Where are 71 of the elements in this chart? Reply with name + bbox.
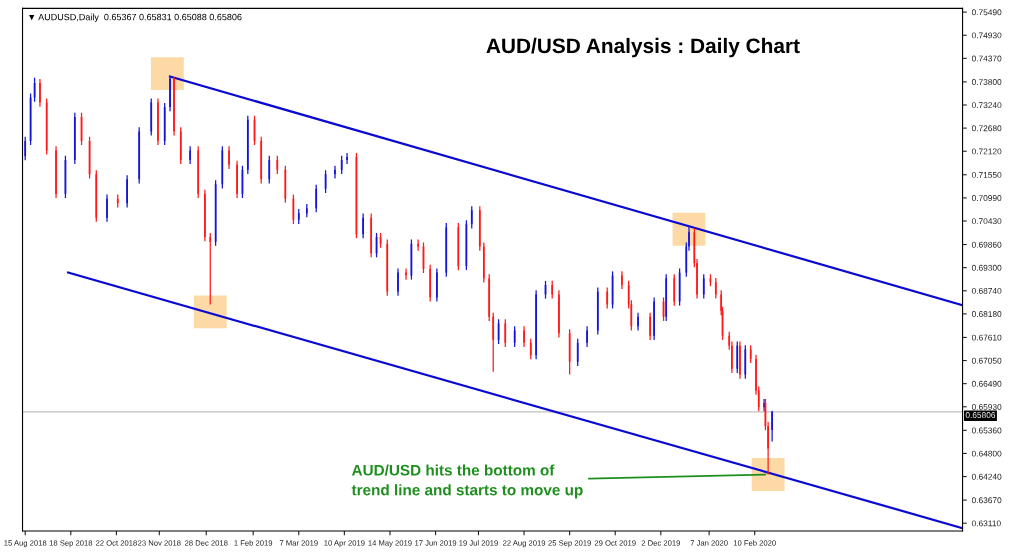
y-tick-label: 0.70990 [971, 195, 1002, 201]
candlestick [492, 312, 495, 373]
y-tick-label: 0.75490 [971, 9, 1002, 16]
y-tick-label: 0.72680 [971, 125, 1002, 132]
candlestick [529, 338, 532, 360]
candlestick [771, 410, 774, 443]
candlestick [504, 318, 507, 348]
candlestick [362, 212, 365, 239]
candlestick [106, 193, 108, 223]
y-tick-label: 0.73240 [971, 102, 1002, 109]
candlestick [315, 184, 318, 213]
text: AUD/USD Analysis : Daily Chart [486, 37, 800, 58]
candlestick [228, 145, 230, 170]
y-tick-label: 0.69860 [971, 241, 1002, 248]
candlestick [523, 325, 525, 348]
candlestick [236, 160, 238, 199]
candlestick [189, 145, 192, 165]
candlestick [24, 136, 27, 161]
y-tick-label: 0.63110 [971, 520, 1001, 527]
point [150, 57, 184, 91]
candlestick [39, 78, 41, 108]
y-tick-label: 0.64240 [971, 473, 1002, 480]
y-tick-label: 0.65360 [971, 427, 1002, 434]
y-tick-label: 0.64800 [971, 450, 1002, 457]
candlestick [55, 145, 57, 199]
y-tick-label: 0.66490 [971, 380, 1002, 387]
point [193, 295, 227, 329]
candlestick [513, 325, 516, 348]
y-tick-label: 0.67050 [971, 357, 1002, 364]
candlestick [340, 155, 343, 175]
text: ▼ AUDUSD,Daily 0.65367 0.65831 0.65088 0.65806 [29, 13, 242, 23]
candlestick [606, 286, 609, 310]
y-tick-label: 0.68180 [971, 311, 1002, 317]
candlestick [209, 232, 212, 306]
candlestick [436, 267, 438, 303]
y-tick-label: 0.74370 [971, 55, 1002, 62]
ref-line-label: 0.65806 [965, 412, 996, 419]
candlestick [637, 312, 639, 332]
y-tick-label: 0.71550 [971, 171, 1002, 178]
y-tick-label: 0.67610 [971, 334, 1002, 341]
candlestick [586, 325, 588, 348]
candlestick [268, 155, 271, 185]
y-tick-label: 0.68740 [971, 287, 1002, 294]
candlestick [470, 205, 473, 230]
y-tick-label: 0.70430 [971, 218, 1002, 225]
candlestick [173, 76, 175, 137]
candlestick [649, 312, 651, 341]
candlestick [739, 340, 741, 380]
candlestick [334, 165, 336, 180]
y-tick-label: 0.65930 [971, 403, 1002, 410]
candlestick [204, 189, 206, 242]
y-tick-label: 0.69300 [971, 264, 1002, 271]
y-tick-label: 0.63670 [971, 497, 1002, 504]
candlestick [673, 273, 676, 307]
annotation: AUD/USD hits the bottom of trend line and starts to move up [351, 464, 583, 499]
candlestick [714, 277, 717, 300]
candlestick [417, 238, 419, 252]
candlestick [276, 155, 279, 175]
candlestick [702, 273, 705, 300]
candlestick [157, 97, 159, 146]
candlestick [126, 174, 128, 209]
candlestick [558, 289, 560, 339]
candlestick [653, 296, 655, 341]
candlestick [576, 338, 579, 367]
y-tick-label: 0.74930 [971, 32, 1002, 39]
candlestick [346, 152, 348, 165]
candlestick [535, 289, 537, 360]
candlestick [621, 270, 623, 290]
y-tick-label: 0.72120 [971, 148, 1002, 155]
y-tick-label: 0.73800 [971, 79, 1002, 85]
candlestick [397, 267, 399, 297]
